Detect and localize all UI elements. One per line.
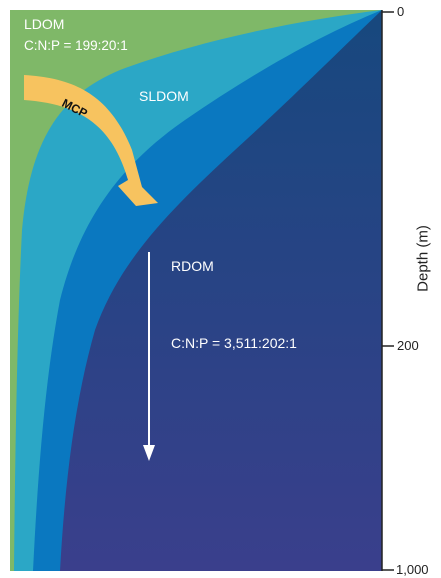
depth-axis-title: Depth (m) <box>414 225 432 292</box>
down-arrow <box>143 252 155 461</box>
ldom-ratio-label: C:N:P = 199:20:1 <box>24 38 128 53</box>
rdom-label: RDOM <box>171 258 214 274</box>
depth-tick-label-0: 0 <box>397 4 405 19</box>
sldom-label: SLDOM <box>139 88 189 104</box>
depth-tick-label-1000: 1,000 <box>396 562 429 577</box>
rdom-ratio-label: C:N:P = 3,511:202:1 <box>171 335 297 351</box>
ldom-label: LDOM <box>24 16 65 32</box>
depth-tick-label-200: 200 <box>397 338 419 353</box>
rdom-zone <box>60 10 382 571</box>
mcp-arrow <box>24 75 158 206</box>
